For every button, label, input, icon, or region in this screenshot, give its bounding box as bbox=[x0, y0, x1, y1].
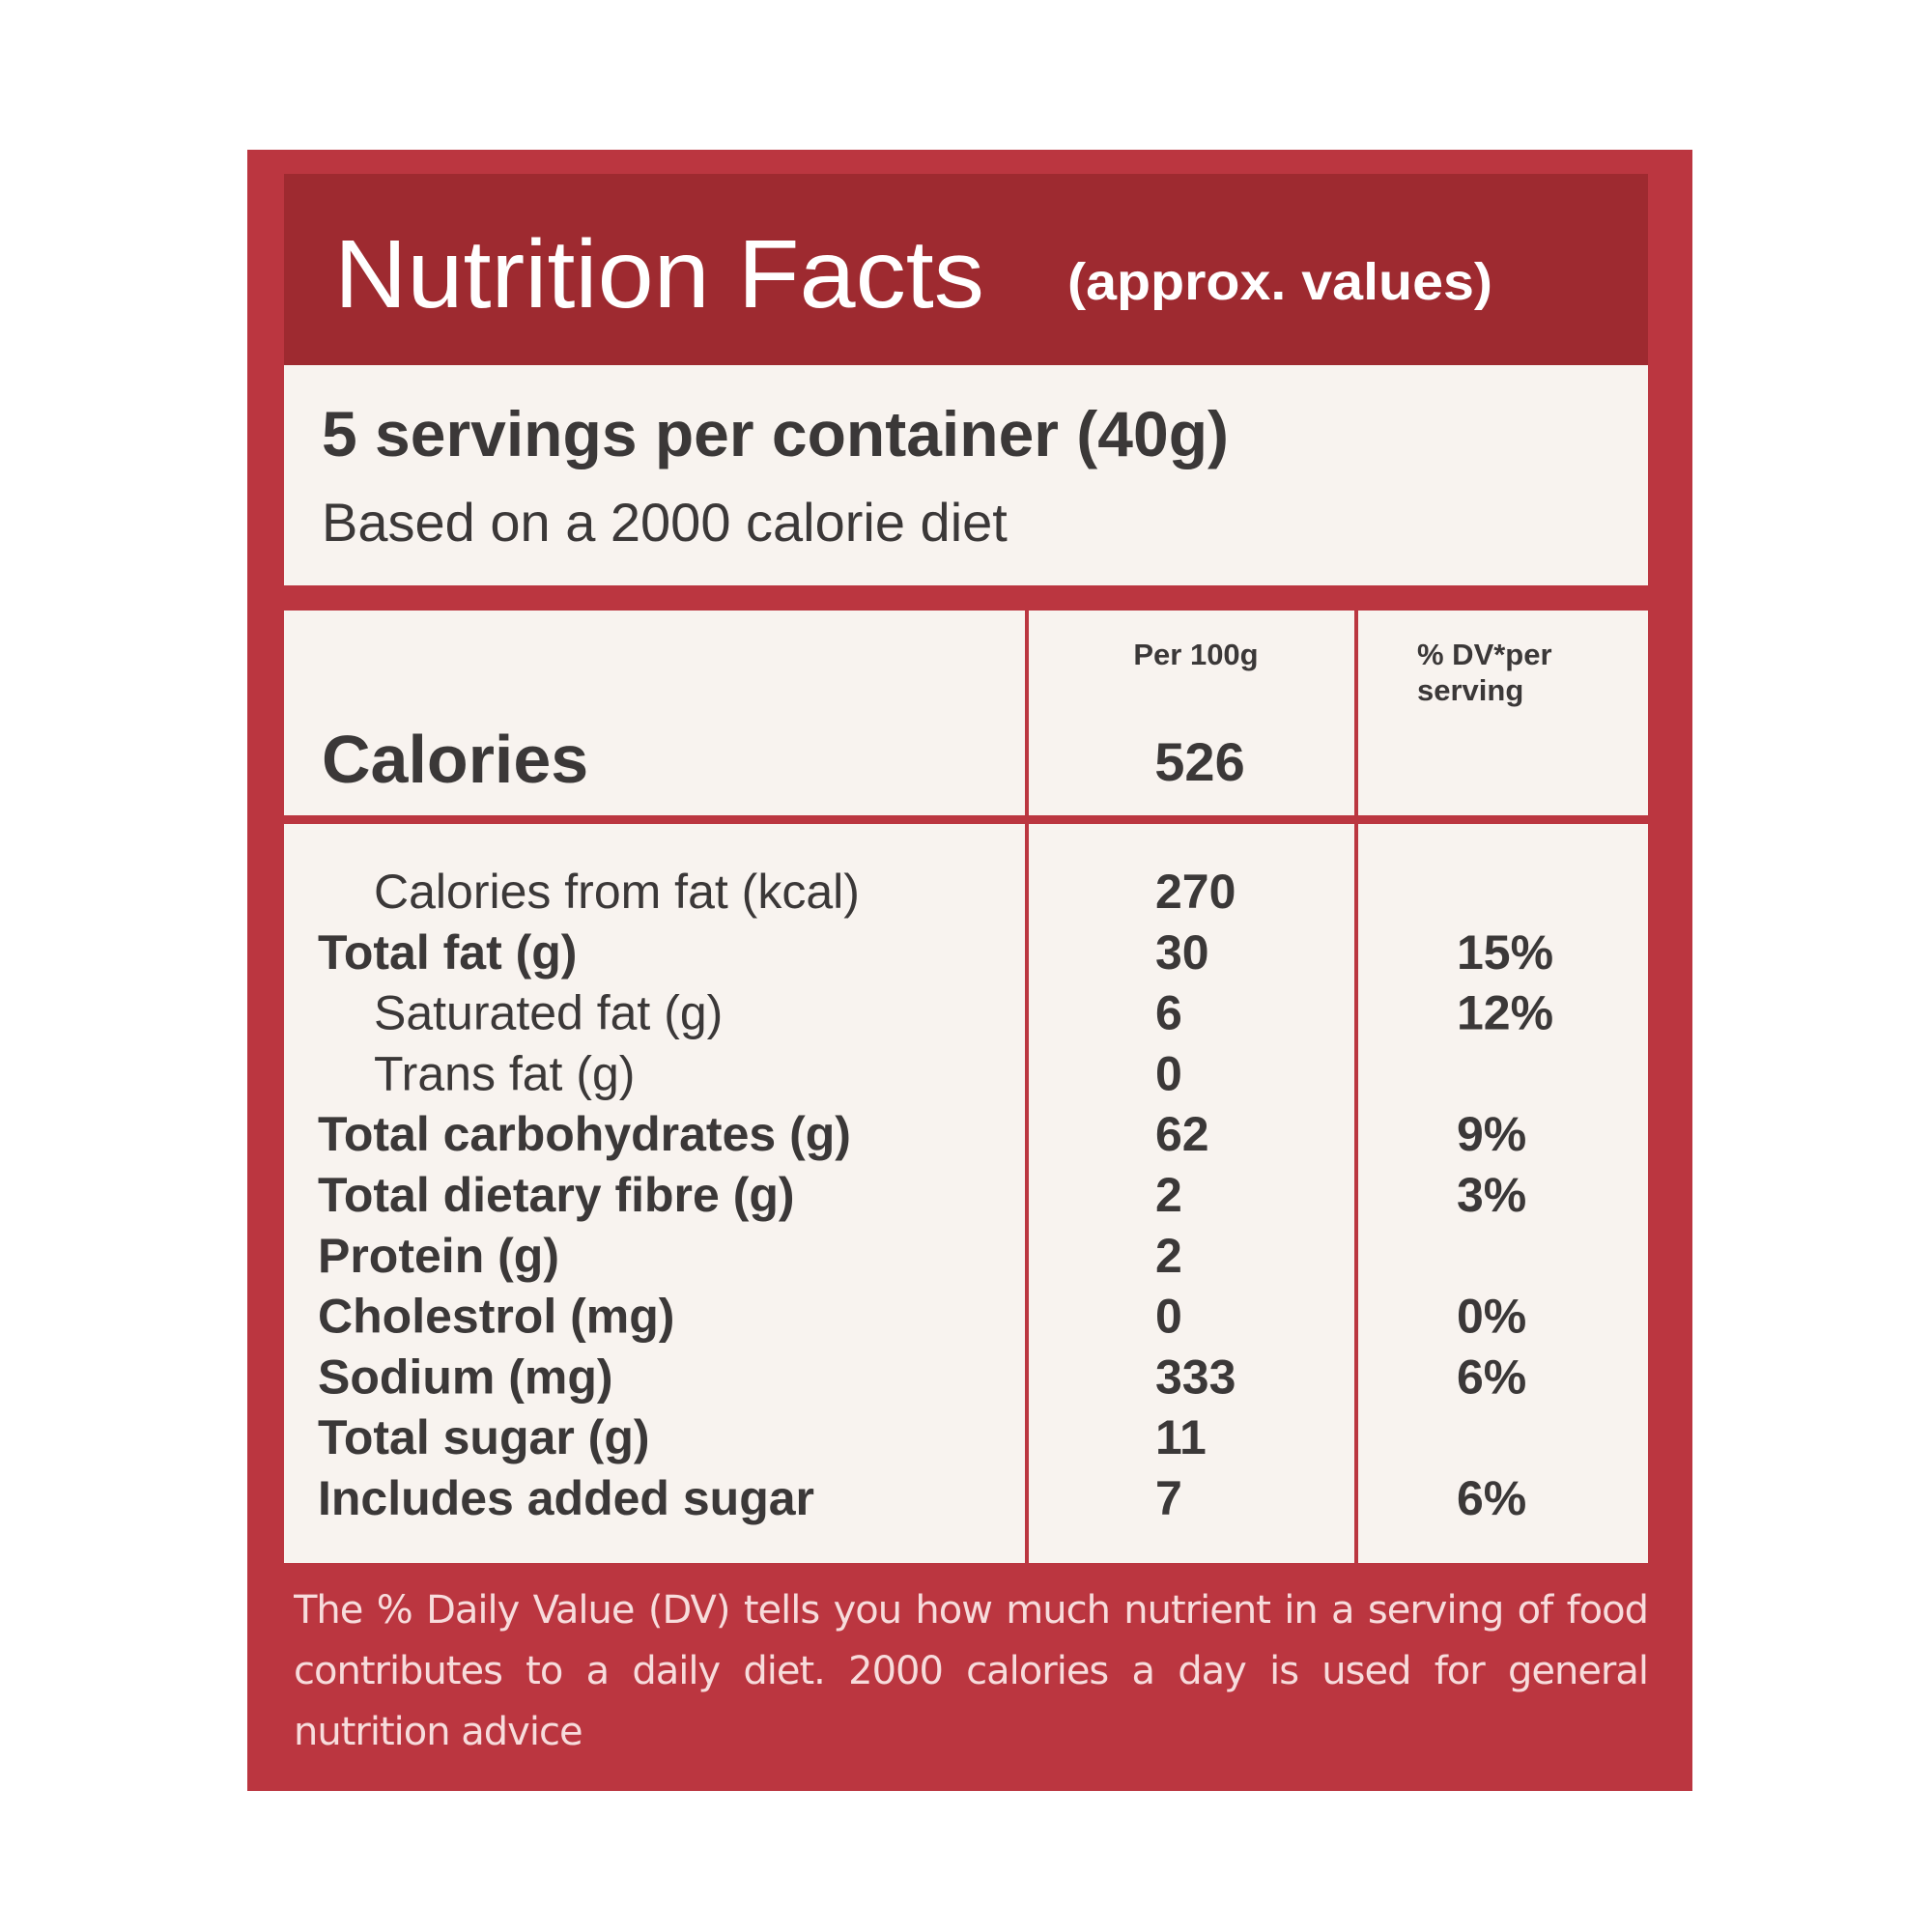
row-label: Includes added sugar bbox=[318, 1471, 814, 1525]
servings-panel bbox=[284, 365, 1648, 585]
row-dv: 3% bbox=[1457, 1168, 1526, 1222]
row-value: 6 bbox=[1155, 986, 1182, 1040]
row-value: 11 bbox=[1155, 1410, 1207, 1464]
column-header: serving bbox=[1417, 673, 1523, 707]
footer-note: The % Daily Value (DV) tells you how muc… bbox=[294, 1588, 1648, 1754]
row-label: Trans fat (g) bbox=[374, 1046, 635, 1100]
row-label: Cholestrol (mg) bbox=[318, 1290, 674, 1344]
column-header: % DV*per bbox=[1417, 638, 1552, 671]
row-label: Protein (g) bbox=[318, 1229, 559, 1283]
subtitle: (approx. values) bbox=[1067, 253, 1492, 311]
row-dv: 12% bbox=[1457, 986, 1553, 1040]
row-label: Saturated fat (g) bbox=[374, 986, 723, 1040]
footer-box: The % Daily Value (DV) tells you how muc… bbox=[294, 1588, 1648, 1754]
row-value: 7 bbox=[1155, 1471, 1182, 1525]
row-value: 0 bbox=[1155, 1046, 1182, 1100]
row-label: Calories from fat (kcal) bbox=[374, 865, 860, 919]
column-header: Per 100g bbox=[1133, 638, 1258, 671]
row-value: 0 bbox=[1155, 1290, 1182, 1344]
diet-basis: Based on a 2000 calorie diet bbox=[322, 492, 1008, 553]
row-value: 2 bbox=[1155, 1168, 1182, 1222]
row-value: 333 bbox=[1155, 1350, 1236, 1404]
column-divider bbox=[1025, 611, 1029, 1563]
calories-label: Calories bbox=[322, 722, 588, 797]
calories-panel bbox=[284, 611, 1648, 815]
calories-value: 526 bbox=[1154, 731, 1244, 792]
servings: 5 servings per container (40g) bbox=[322, 398, 1229, 469]
header-band bbox=[284, 174, 1648, 365]
row-value: 270 bbox=[1155, 865, 1236, 919]
row-label: Total fat (g) bbox=[318, 925, 577, 980]
row-dv: 15% bbox=[1457, 925, 1553, 980]
row-dv: 9% bbox=[1457, 1107, 1526, 1161]
row-value: 30 bbox=[1155, 925, 1209, 980]
column-divider bbox=[1354, 611, 1358, 1563]
row-label: Total sugar (g) bbox=[318, 1410, 650, 1464]
row-label: Sodium (mg) bbox=[318, 1350, 613, 1404]
row-label: Total dietary fibre (g) bbox=[318, 1168, 795, 1222]
row-label: Total carbohydrates (g) bbox=[318, 1107, 851, 1161]
row-dv: 6% bbox=[1457, 1471, 1526, 1525]
row-dv: 0% bbox=[1457, 1290, 1526, 1344]
row-dv: 6% bbox=[1457, 1350, 1526, 1404]
row-value: 2 bbox=[1155, 1229, 1182, 1283]
title: Nutrition Facts bbox=[334, 220, 984, 328]
rows-panel bbox=[284, 824, 1648, 1563]
row-value: 62 bbox=[1155, 1107, 1209, 1161]
